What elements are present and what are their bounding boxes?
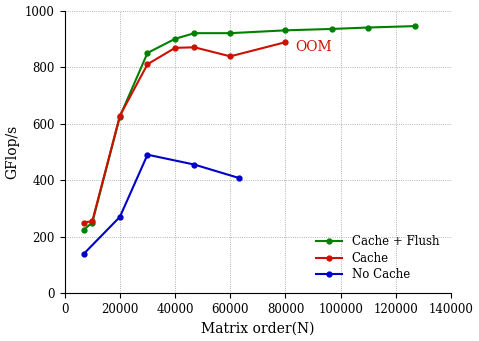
- Cache + Flush: [330, 27, 335, 31]
- Cache + Flush: [145, 51, 150, 55]
- Cache: [283, 40, 288, 44]
- Cache: [228, 54, 233, 58]
- Cache: [117, 114, 123, 118]
- Text: OOM: OOM: [295, 40, 332, 54]
- No Cache: [192, 163, 197, 167]
- Cache: [192, 45, 197, 49]
- Cache + Flush: [192, 31, 197, 35]
- Line: No Cache: No Cache: [81, 152, 241, 256]
- Cache: [90, 219, 95, 223]
- Cache + Flush: [412, 24, 418, 28]
- Cache + Flush: [283, 28, 288, 32]
- Cache + Flush: [90, 221, 95, 225]
- Line: Cache + Flush: Cache + Flush: [81, 24, 418, 232]
- Cache + Flush: [228, 31, 233, 35]
- Cache + Flush: [365, 26, 371, 30]
- Cache + Flush: [81, 227, 87, 232]
- No Cache: [236, 176, 241, 180]
- Line: Cache: Cache: [81, 40, 288, 225]
- Cache + Flush: [172, 37, 178, 41]
- No Cache: [145, 153, 150, 157]
- Cache + Flush: [117, 115, 123, 119]
- Cache: [172, 46, 178, 50]
- Y-axis label: GFlop/s: GFlop/s: [6, 125, 20, 179]
- No Cache: [81, 252, 87, 256]
- Legend: Cache + Flush, Cache, No Cache: Cache + Flush, Cache, No Cache: [310, 229, 445, 287]
- No Cache: [117, 215, 123, 219]
- X-axis label: Matrix order(N): Matrix order(N): [201, 322, 315, 336]
- Cache: [81, 221, 87, 225]
- Cache: [145, 62, 150, 66]
